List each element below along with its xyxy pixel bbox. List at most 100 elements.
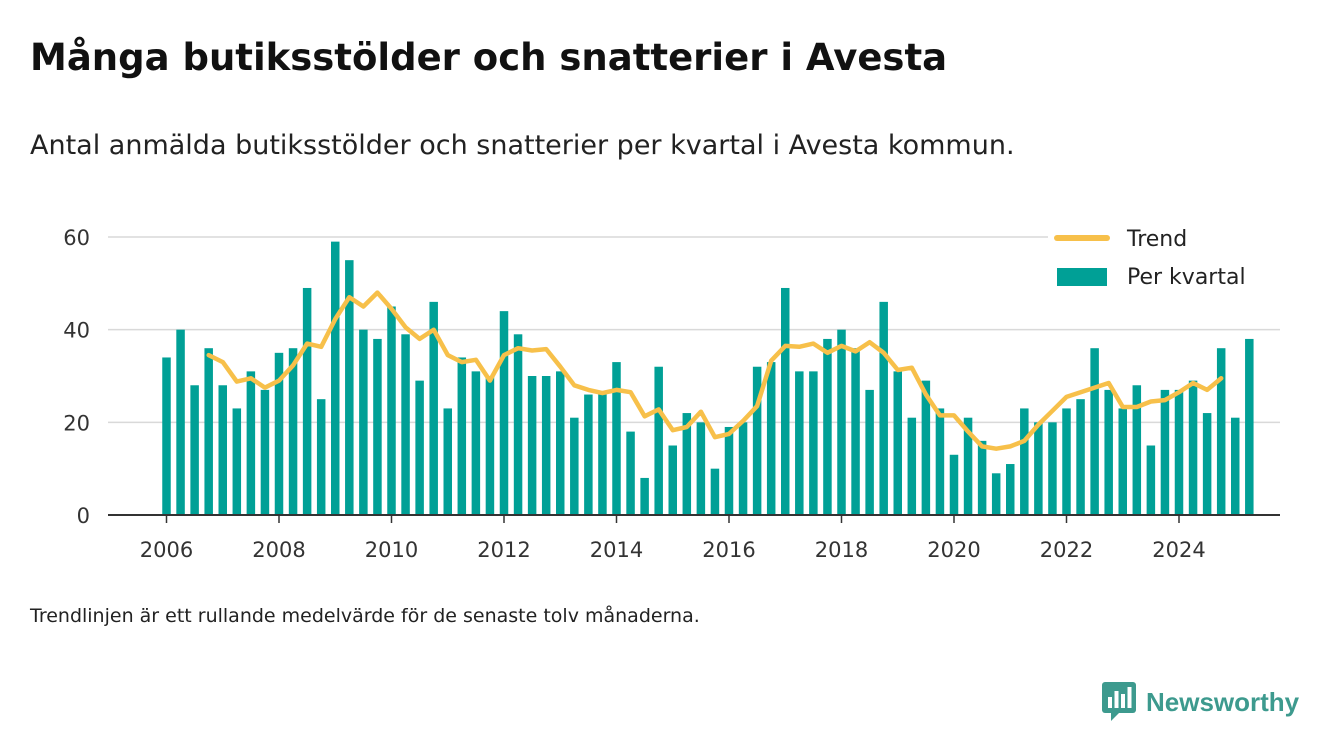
bar: [429, 301, 438, 515]
bar: [781, 287, 790, 515]
bar: [1188, 380, 1198, 515]
y-tick-label: 20: [63, 411, 90, 435]
bar: [359, 329, 368, 515]
bar: [1202, 413, 1212, 515]
newsworthy-logo-icon: [1102, 682, 1136, 721]
x-tick-label: 2020: [927, 538, 980, 562]
x-tick-label: 2018: [815, 538, 868, 562]
bar: [556, 371, 565, 515]
bar: [907, 417, 917, 515]
bar: [1048, 422, 1057, 515]
bar: [710, 468, 720, 515]
x-tick-label: 2012: [477, 538, 530, 562]
bar: [823, 338, 832, 515]
legend: Trend Per kvartal: [1048, 224, 1280, 300]
chart: 2006 2008 2010 2012 2014 2016 2018 2020 2022 2024…: [63, 224, 1280, 562]
bar: [513, 334, 523, 515]
brand-name: Newsworthy: [1146, 686, 1300, 717]
y-tick-label: 40: [63, 319, 90, 343]
y-axis-ticks: 0 20 40 60: [63, 226, 90, 528]
bar: [724, 426, 734, 515]
bar: [1245, 338, 1254, 515]
trend-line: [206, 290, 1224, 451]
legend-bar-swatch: [1057, 268, 1107, 286]
bar: [1076, 399, 1085, 515]
bar: [668, 445, 677, 515]
bar: [1104, 389, 1113, 515]
bar: [415, 380, 424, 515]
bar: [288, 348, 298, 515]
bar: [471, 371, 481, 515]
bar: [1216, 348, 1226, 515]
bar: [991, 473, 1001, 515]
x-tick-label: 2016: [702, 538, 755, 562]
bar-series: [162, 241, 1254, 515]
bar: [302, 287, 312, 515]
bar: [921, 380, 931, 515]
bar: [977, 440, 987, 515]
bar: [837, 329, 846, 515]
bar: [598, 394, 607, 515]
bar: [401, 334, 410, 515]
bar: [345, 260, 354, 515]
bar: [1034, 422, 1043, 515]
bar: [738, 422, 748, 515]
bar: [162, 357, 171, 515]
bar: [696, 422, 706, 515]
bar: [373, 338, 382, 515]
chart-title: Många butiksstölder och snatterier i Ave…: [30, 36, 948, 79]
bar: [218, 385, 227, 515]
bar: [1006, 464, 1015, 515]
bar: [626, 431, 635, 515]
bar: [190, 385, 199, 515]
bar: [584, 394, 593, 515]
bar: [1160, 389, 1170, 515]
bar: [1174, 389, 1184, 515]
x-axis-ticks: 2006 2008 2010 2012 2014 2016 2018 2020 2022 2024: [140, 515, 1206, 562]
bar: [570, 417, 579, 515]
bar: [204, 348, 213, 515]
bar: [499, 311, 509, 515]
bar: [809, 371, 818, 515]
y-tick-label: 0: [77, 504, 90, 528]
bar: [963, 417, 973, 515]
bar: [1062, 408, 1071, 515]
bar: [541, 376, 551, 515]
legend-bar-label: Per kvartal: [1127, 265, 1246, 290]
legend-trend-label: Trend: [1126, 227, 1187, 252]
bar: [654, 366, 663, 515]
x-tick-label: 2010: [365, 538, 418, 562]
bar: [879, 301, 888, 515]
bar: [485, 376, 495, 515]
bar: [1231, 417, 1240, 515]
y-tick-label: 60: [63, 226, 90, 250]
bar: [316, 399, 326, 515]
bar: [795, 371, 804, 515]
footnote: Trendlinjen är ett rullande medelvärde f…: [30, 605, 700, 627]
bar: [232, 408, 242, 515]
bar: [331, 241, 340, 515]
bar: [443, 408, 452, 515]
bar: [387, 306, 396, 515]
bar: [682, 413, 692, 515]
bar: [851, 348, 860, 515]
bar: [1020, 408, 1029, 515]
bar: [176, 329, 185, 515]
brand: Newsworthy: [1102, 682, 1299, 722]
bar: [274, 352, 284, 515]
bar: [1132, 385, 1142, 515]
bar: [893, 371, 902, 515]
bar: [640, 477, 649, 515]
bar: [260, 389, 270, 515]
bar: [865, 389, 874, 515]
bar: [752, 366, 762, 515]
chart-subtitle: Antal anmälda butiksstölder och snatteri…: [30, 130, 1015, 161]
bar: [612, 362, 621, 515]
bar: [1146, 445, 1156, 515]
x-tick-label: 2024: [1152, 538, 1205, 562]
bar: [246, 371, 256, 515]
bar: [766, 362, 776, 515]
bar: [1118, 408, 1127, 515]
x-tick-label: 2022: [1040, 538, 1093, 562]
x-tick-label: 2006: [140, 538, 193, 562]
